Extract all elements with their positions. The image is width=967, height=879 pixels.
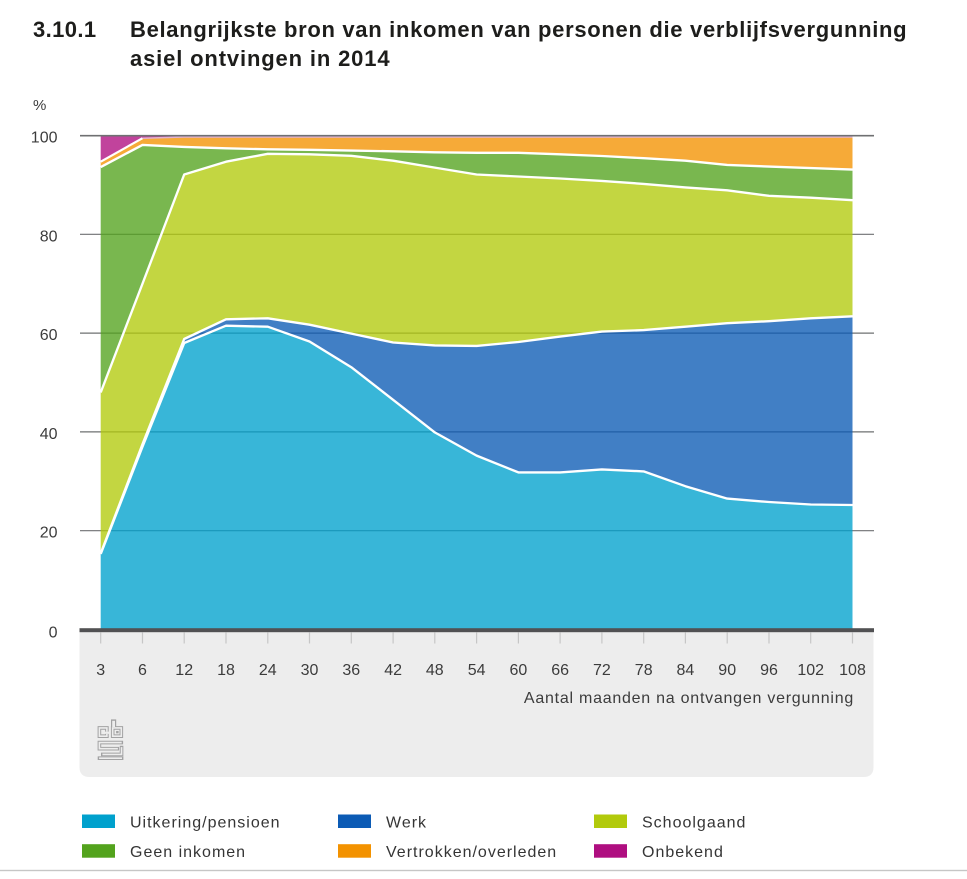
- svg-text:Uitkering/pensioen: Uitkering/pensioen: [130, 815, 281, 832]
- svg-text:60: 60: [510, 662, 528, 679]
- svg-text:18: 18: [217, 662, 235, 679]
- svg-text:Vertrokken/overleden: Vertrokken/overleden: [386, 844, 557, 861]
- svg-text:Geen inkomen: Geen inkomen: [130, 844, 246, 861]
- svg-text:20: 20: [40, 525, 58, 542]
- svg-text:3: 3: [96, 662, 105, 679]
- svg-text:6: 6: [138, 662, 147, 679]
- svg-text:12: 12: [175, 662, 193, 679]
- svg-text:Onbekend: Onbekend: [642, 844, 724, 861]
- svg-text:%: %: [33, 97, 46, 114]
- svg-text:78: 78: [635, 662, 653, 679]
- svg-text:24: 24: [259, 662, 277, 679]
- svg-text:3.10.1: 3.10.1: [33, 17, 97, 42]
- svg-text:108: 108: [839, 662, 866, 679]
- svg-text:Belangrijkste bron van inkomen: Belangrijkste bron van inkomen van perso…: [130, 17, 907, 42]
- svg-text:42: 42: [384, 662, 402, 679]
- svg-text:66: 66: [551, 662, 569, 679]
- svg-text:0: 0: [49, 625, 58, 642]
- svg-text:100: 100: [31, 130, 58, 147]
- svg-text:90: 90: [718, 662, 736, 679]
- svg-text:96: 96: [760, 662, 778, 679]
- svg-text:Aantal maanden na ontvangen ve: Aantal maanden na ontvangen vergunning: [524, 690, 854, 707]
- svg-text:Schoolgaand: Schoolgaand: [642, 815, 746, 832]
- svg-text:48: 48: [426, 662, 444, 679]
- svg-text:72: 72: [593, 662, 611, 679]
- svg-text:Werk: Werk: [386, 815, 427, 832]
- svg-text:60: 60: [40, 327, 58, 344]
- svg-text:40: 40: [40, 426, 58, 443]
- svg-text:84: 84: [677, 662, 695, 679]
- svg-text:asiel ontvingen in 2014: asiel ontvingen in 2014: [130, 46, 390, 71]
- svg-text:80: 80: [40, 228, 58, 245]
- svg-text:54: 54: [468, 662, 486, 679]
- svg-text:30: 30: [301, 662, 319, 679]
- svg-text:102: 102: [797, 662, 824, 679]
- svg-text:36: 36: [342, 662, 360, 679]
